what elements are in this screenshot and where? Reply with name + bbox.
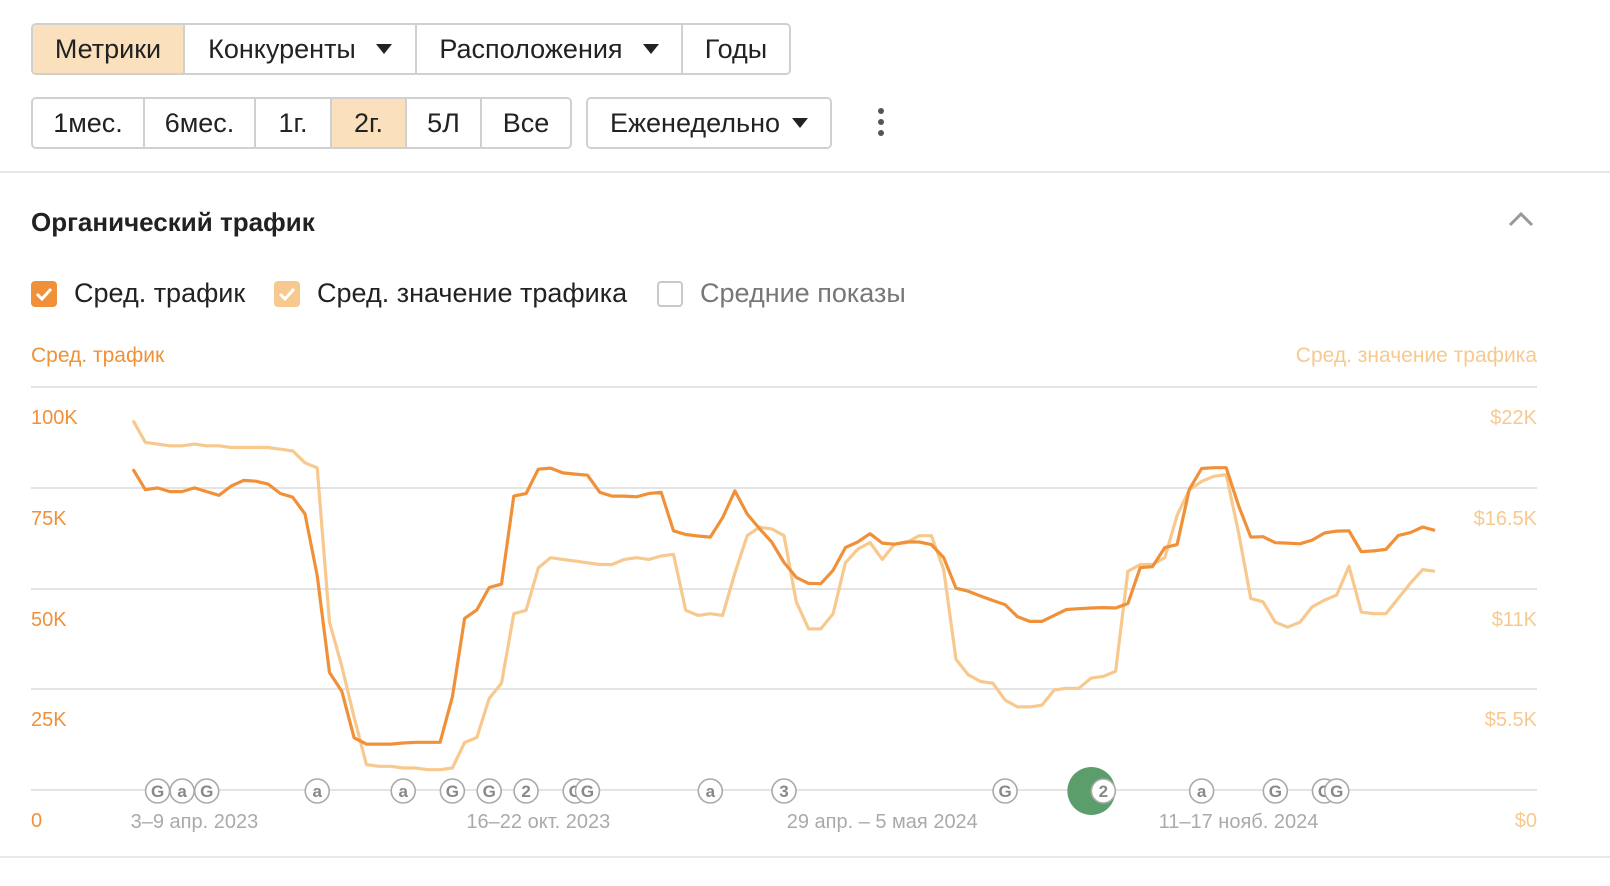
section-title: Органический трафик — [31, 207, 315, 237]
tab-metrics[interactable]: Метрики — [33, 25, 185, 73]
y-right-tick-label: $0 — [1515, 810, 1537, 832]
annotation-label: 2 — [1099, 782, 1108, 801]
period-1m[interactable]: 1мес. — [33, 99, 145, 147]
checkmark-icon — [274, 280, 300, 307]
more-options-icon[interactable] — [870, 108, 892, 140]
y-left-tick-label: 0 — [31, 810, 42, 832]
x-tick-label: 16–22 окт. 2023 — [466, 811, 610, 833]
tab-locations[interactable]: Расположения — [417, 25, 683, 73]
traffic-chart[interactable]: 0 25K 50K 75K 100K $0 $5.5K $11K $16.5K $22K 3–9 а… — [0, 370, 1610, 850]
frequency-button[interactable]: Еженедельно — [588, 99, 830, 147]
y-right-tick-label: $16.5K — [1474, 508, 1538, 530]
annotation-marker — [513, 778, 539, 804]
annotation-label: a — [313, 782, 323, 801]
annotation-marker — [1262, 778, 1289, 804]
annotation-label: G — [200, 782, 213, 801]
empty-checkbox-icon — [657, 280, 683, 307]
annotation-label: a — [706, 782, 716, 801]
annotation-label: G — [581, 782, 594, 801]
view-tabs: Метрики Конкуренты Расположения Годы — [31, 23, 791, 75]
period-6m[interactable]: 6мес. — [145, 99, 256, 147]
period-5y[interactable]: 5Л — [407, 99, 482, 147]
section-divider — [0, 171, 1610, 173]
annotation-label: G — [483, 782, 496, 801]
annotation-marker — [476, 778, 503, 804]
annotation-marker — [771, 778, 797, 804]
tab-competitors[interactable]: Конкуренты — [185, 25, 417, 73]
y-left-tick-label: 25K — [31, 709, 67, 731]
annotation-marker — [1090, 778, 1117, 804]
period-1y[interactable]: 1г. — [256, 99, 332, 147]
y-right-tick-label: $22K — [1490, 407, 1537, 429]
bottom-divider — [0, 856, 1610, 858]
annotation-label: a — [1197, 782, 1207, 801]
annotation-label: a — [177, 782, 187, 801]
annotation-marker — [992, 778, 1018, 804]
period-all[interactable]: Все — [482, 99, 570, 147]
annotation-label: G — [1330, 782, 1343, 801]
checkbox-avg-impressions[interactable]: Средние показы — [657, 278, 906, 309]
tab-competitors-label: Конкуренты — [208, 33, 356, 64]
annotation-marker — [390, 778, 417, 804]
x-tick-label: 3–9 апр. 2023 — [131, 811, 259, 833]
caret-down-icon — [792, 118, 809, 128]
checkbox-label: Средние показы — [700, 278, 906, 308]
tab-locations-label: Расположения — [439, 33, 623, 64]
annotation-marker — [1323, 778, 1350, 804]
period-selector: 1мес. 6мес. 1г. 2г. 5Л Все — [31, 97, 572, 149]
annotation-label: G — [446, 782, 459, 801]
left-axis-title: Сред. трафик — [31, 344, 165, 367]
annotation-marker — [697, 778, 724, 804]
series-line-avg-traffic — [131, 466, 1436, 746]
annotation-marker — [574, 778, 601, 804]
y-left-tick-label: 100K — [31, 407, 78, 429]
annotation-label: G — [998, 782, 1011, 801]
right-axis-title: Сред. значение трафика — [1295, 344, 1537, 367]
chevron-up-icon[interactable] — [1508, 210, 1534, 230]
y-left-tick-label: 50K — [31, 609, 67, 631]
checkbox-avg-traffic-value[interactable]: Сред. значение трафика — [274, 278, 627, 309]
checkbox-label: Сред. трафик — [74, 278, 246, 308]
x-tick-label: 29 апр. – 5 мая 2024 — [787, 811, 978, 833]
series-line-avg-traffic-value — [131, 419, 1436, 772]
y-right-tick-label: $11K — [1492, 609, 1538, 631]
annotation-label: G — [151, 782, 164, 801]
annotation-label: G — [1269, 782, 1282, 801]
tab-years[interactable]: Годы — [683, 25, 789, 73]
frequency-label: Еженедельно — [609, 107, 781, 138]
y-left-tick-label: 75K — [31, 508, 67, 530]
annotation-marker — [439, 778, 466, 804]
frequency-dropdown[interactable]: Еженедельно — [586, 97, 832, 149]
annotation-label: 2 — [521, 782, 530, 801]
checkmark-icon — [31, 280, 57, 307]
annotation-label: a — [398, 782, 408, 801]
y-right-tick-label: $5.5K — [1485, 709, 1538, 731]
checkbox-avg-traffic[interactable]: Сред. трафик — [31, 278, 245, 309]
x-tick-label: 11–17 нояб. 2024 — [1159, 811, 1319, 833]
caret-down-icon — [375, 44, 392, 54]
annotation-marker — [193, 778, 220, 804]
period-2y[interactable]: 2г. — [332, 99, 407, 147]
annotation-marker — [304, 778, 331, 804]
checkbox-label: Сред. значение трафика — [317, 278, 628, 308]
caret-down-icon — [642, 44, 659, 54]
annotation-marker — [1188, 778, 1215, 804]
annotation-label: 3 — [779, 782, 788, 801]
